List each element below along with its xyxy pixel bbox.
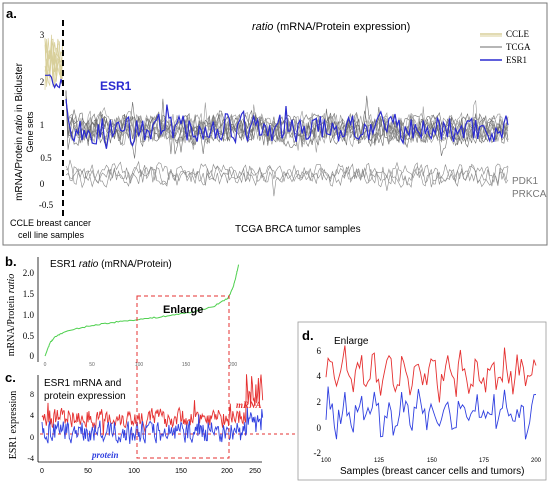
panel-c-title-1: ESR1 mRNA and	[44, 378, 121, 389]
panel-a-series-low	[65, 159, 509, 197]
panel-d-xticks: 100 125 150 175 200	[321, 458, 542, 464]
prkca-line	[65, 159, 509, 197]
panel-a-xlabel-left-1: CCLE breast cancer	[10, 218, 91, 228]
panel-a-series-ccle	[44, 34, 64, 90]
panel-a-xlabel: TCGA BRCA tumor samples	[235, 224, 361, 235]
panel-d-xtick: 200	[531, 458, 542, 464]
panel-a-xlabel-left-2: cell line samples	[18, 230, 85, 240]
panel-b-ytick: 0.5	[23, 331, 35, 341]
panel-d-letter: d.	[302, 328, 314, 343]
protein-label: protein	[91, 450, 119, 460]
panel-c-xtick: 200	[221, 468, 233, 475]
panel-d-xtick: 150	[427, 458, 438, 464]
panel-b-ratio-line	[44, 264, 240, 357]
panel-c-xtick: 100	[128, 468, 140, 475]
panel-b-ytick: 0	[30, 351, 35, 361]
panel-c-ytick: 8	[30, 390, 34, 399]
panel-b-ytick: 1.0	[23, 310, 35, 320]
panel-b-letter: b.	[5, 254, 17, 269]
panel-a-ytick: 0	[40, 179, 45, 189]
esr1-line	[65, 99, 509, 149]
panel-a-ylabel: mRNA/Protein ratio in Bicluster	[14, 62, 25, 200]
panel-d-mrna-line	[325, 345, 537, 403]
panel-d-xtick: 175	[479, 458, 490, 464]
panel-b-xtick: 100	[135, 362, 144, 368]
panel-c-xtick: 50	[84, 468, 92, 475]
legend-label-tcga: TCGA	[506, 42, 531, 52]
panel-d-ytick: 0	[317, 423, 322, 433]
mrna-label: mRNA	[236, 400, 262, 410]
legend-label-esr1: ESR1	[506, 55, 527, 65]
panel-b-xticks: 0 50 100 150 200	[44, 362, 238, 368]
panel-d-xtick: 100	[321, 458, 332, 464]
panel-a-ytick: 3	[40, 30, 45, 40]
panel-d-protein-line	[325, 386, 537, 440]
prkca-label: PRKCA	[512, 189, 547, 200]
panel-a-series-esr1	[65, 99, 509, 149]
panel-a-ytick: -0.5	[39, 200, 54, 210]
panel-c-ylabel: ESR1 expression	[8, 391, 19, 460]
panel-c-mrna-line	[41, 374, 264, 436]
ccle-line	[44, 34, 63, 86]
panel-d-xtick: 125	[374, 458, 385, 464]
low-gene-line	[65, 163, 509, 188]
panel-a-legend: CCLE TCGA ESR1	[480, 29, 531, 65]
panel-d-ytick: 2	[317, 397, 322, 407]
panel-a-ytick: 0.5	[40, 153, 52, 163]
legend-label-ccle: CCLE	[506, 29, 530, 39]
panel-c-xtick: 150	[175, 468, 187, 475]
panel-c-title-2: protein expression	[44, 391, 126, 402]
enlarge-label: Enlarge	[163, 304, 203, 316]
panel-d-ytick: 4	[317, 371, 322, 381]
panel-a-title: ratio (mRNA/Protein expression)	[252, 21, 410, 33]
panel-d-title: Enlarge	[334, 336, 369, 347]
panel-c-xtick: 0	[40, 468, 44, 475]
panel-c-ytick: -4	[27, 454, 34, 463]
panel-d-ytick: 6	[317, 346, 322, 356]
panel-b-ytick: 1.5	[23, 289, 35, 299]
tcga-line	[65, 100, 509, 150]
panel-a-letter: a.	[6, 6, 17, 21]
panel-a-ytick: 2	[40, 77, 45, 87]
pdk1-line	[65, 160, 509, 186]
enlarge-box	[136, 295, 230, 459]
panel-a-ytick: 1	[40, 120, 45, 130]
panel-c-xtick: 250	[249, 468, 261, 475]
panel-c-yticks: 8 4 0 -4	[27, 390, 34, 463]
esr1-label: ESR1	[100, 79, 132, 93]
panel-c-protein-line	[41, 407, 264, 445]
panel-c-ytick: 0	[30, 433, 34, 442]
panel-b-xtick: 0	[44, 362, 47, 368]
panel-d-yticks: 6 4 2 0 -2	[314, 346, 322, 458]
panel-c-xticks: 0 50 100 150 200 250	[40, 468, 261, 475]
panel-a-yticks: 3 2 1 0.5 0 -0.5	[39, 30, 54, 210]
panel-b-ylabel: mRNA/Protein ratio	[6, 274, 17, 357]
esr1-ccle-line	[45, 74, 64, 89]
panel-b-xtick: 200	[229, 362, 238, 368]
panel-b-ytick: 2.0	[23, 268, 35, 278]
panel-a-ylabel-2: Gene sets	[25, 111, 35, 153]
panel-d-xlabel: Samples (breast cancer cells and tumors)	[340, 466, 525, 477]
panel-b-xtick: 150	[182, 362, 191, 368]
panel-b-yticks: 2.0 1.5 1.0 0.5 0	[23, 268, 35, 361]
panel-c-letter: c.	[5, 370, 16, 385]
pdk1-label: PDK1	[512, 176, 539, 187]
panel-b-title: ESR1 ratio (mRNA/Protein)	[50, 259, 172, 270]
panel-c-ytick: 4	[30, 411, 34, 420]
panel-b-xtick: 50	[89, 362, 95, 368]
panel-d-ytick: -2	[314, 448, 322, 458]
